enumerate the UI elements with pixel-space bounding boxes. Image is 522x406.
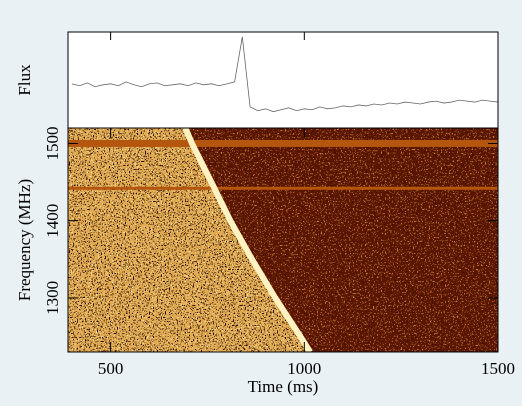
- plot-frame: [67, 127, 499, 353]
- y-axis-title: Frequency (MHz): [15, 179, 34, 301]
- flux-panel: [68, 32, 498, 128]
- dispersed-pulse: [182, 126, 313, 354]
- x-axis-title: Time (ms): [248, 377, 319, 396]
- y-tick-label: 1400: [43, 204, 62, 238]
- rfi-band: [68, 186, 498, 190]
- x-tick-label: 1500: [481, 359, 515, 378]
- flux-line: [71, 36, 499, 113]
- pre-pulse-region: [68, 128, 311, 352]
- x-tick-label: 500: [98, 359, 124, 378]
- y-tick-label: 1300: [43, 281, 62, 315]
- rfi-band: [68, 139, 498, 147]
- x-tick-label: 1000: [287, 359, 321, 378]
- post-pulse-region: [185, 128, 499, 352]
- y-tick-label: 1500: [43, 126, 62, 160]
- flux-axis-title: Flux: [15, 64, 34, 96]
